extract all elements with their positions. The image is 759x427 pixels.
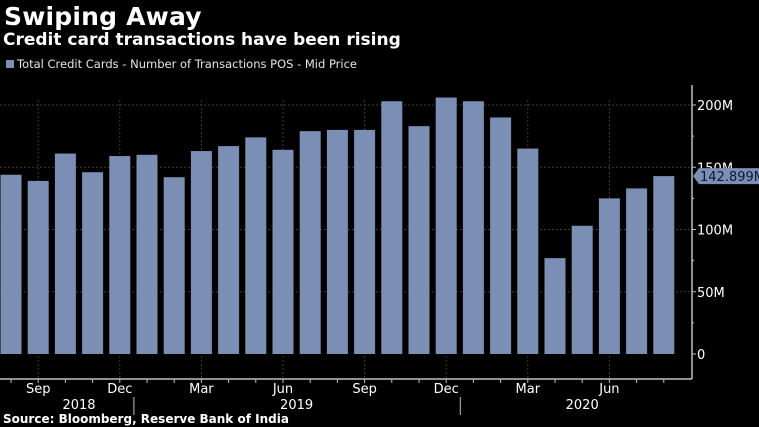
bar [218,146,240,354]
bar [408,126,430,354]
x-tick-label: Sep [26,382,51,397]
bar [517,148,539,354]
axes [0,85,696,415]
axis-labels: 050M100M150M200MSepDecMarJunSepDecMarJun… [26,99,759,413]
legend-label: Total Credit Cards - Number of Transacti… [17,57,358,71]
bar [381,101,403,354]
x-tick-label: Mar [189,382,214,397]
y-tick-label: 100M [697,224,733,239]
bar [0,174,22,354]
bar [82,172,104,354]
year-label: 2019 [280,398,313,413]
bar [136,154,158,354]
bar [163,177,185,354]
x-tick-label: Jun [272,382,293,397]
year-label: 2018 [62,398,95,413]
x-tick-label: Jun [598,382,619,397]
source-note: Source: Bloomberg, Reserve Bank of India [3,412,289,426]
x-tick-label: Dec [434,382,459,397]
bar [245,137,267,354]
chart-title: Swiping Away [4,2,202,31]
bar [544,258,566,354]
bar [354,129,376,354]
x-tick-label: Sep [352,382,377,397]
bar [190,151,212,354]
bar [299,131,321,354]
bar [272,149,294,354]
last-value-label: 142.899M [700,170,759,185]
chart-subtitle: Credit card transactions have been risin… [3,30,401,50]
y-tick-label: 50M [697,286,725,301]
bar [27,180,49,354]
bar [435,97,457,354]
bar [571,225,593,354]
y-tick-label: 200M [697,99,733,114]
bar [653,176,675,354]
bar [54,153,76,354]
x-tick-label: Dec [107,382,132,397]
last-value-tag [693,168,759,185]
bar [326,129,348,354]
legend: Total Credit Cards - Number of Transacti… [6,57,357,71]
x-tick-label: Mar [516,382,541,397]
year-label: 2020 [566,398,599,413]
bar [598,198,620,354]
legend-swatch [6,60,14,68]
bar [109,156,131,354]
y-tick-label: 0 [697,348,705,363]
bar [490,117,512,354]
bar [626,188,648,354]
bars [0,97,675,354]
bar [462,101,484,354]
